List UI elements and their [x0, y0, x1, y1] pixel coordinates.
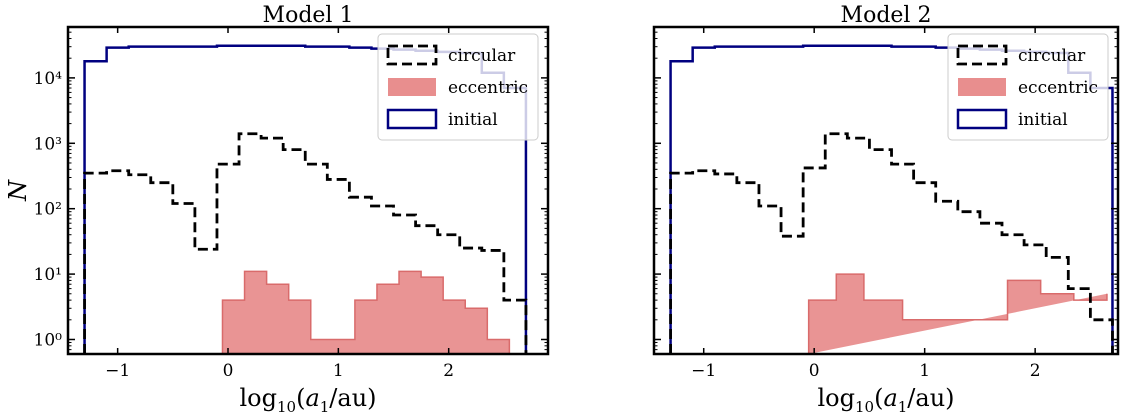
legend-box — [947, 33, 1109, 141]
model-1-panel: −1 0 1 2 10⁰ 10¹ 10² 10³ 10⁴ Model 1 log10(a1/au) N… — [4, 3, 550, 416]
legend-swatch-eccentric — [388, 78, 436, 96]
legend-swatch-eccentric — [958, 78, 1006, 96]
series-circular — [669, 132, 1114, 354]
legend-swatch-circular — [956, 44, 1008, 66]
legend-label-circular: circular — [1018, 46, 1086, 66]
legend: circular eccentric initial — [377, 33, 539, 141]
x-tick-label: −1 — [691, 361, 716, 381]
y-tick-label: 10⁰ — [34, 330, 63, 350]
chart-title: Model 1 — [263, 3, 354, 28]
legend-swatch-initial — [956, 108, 1008, 130]
legend-label-eccentric: eccentric — [448, 78, 528, 98]
x-tick-label: 0 — [223, 361, 234, 381]
legend: circular eccentric initial — [947, 33, 1109, 141]
axes-frame — [66, 25, 550, 356]
series-eccentric — [807, 273, 1108, 354]
x-tick-label: 0 — [809, 361, 820, 381]
legend-swatch-circular — [386, 44, 438, 66]
series-eccentric — [221, 270, 511, 354]
legend-label-eccentric: eccentric — [1018, 78, 1098, 98]
y-tick-label: 10³ — [34, 134, 62, 154]
x-axis-label: log10(a1/au) — [239, 384, 376, 416]
series-circular — [83, 132, 528, 354]
y-tick-label: 10⁴ — [34, 69, 63, 89]
y-axis-label: N — [4, 179, 32, 202]
x-tick-label: 1 — [333, 361, 344, 381]
x-tick-label: 2 — [1030, 361, 1041, 381]
x-tick-label: 1 — [919, 361, 930, 381]
x-tick-label: −1 — [105, 361, 130, 381]
axes-frame — [652, 25, 1120, 356]
legend-swatch-initial — [386, 108, 438, 130]
chart-title: Model 2 — [841, 3, 932, 28]
x-axis-label: log10(a1/au) — [817, 384, 954, 416]
legend-label-initial: initial — [448, 110, 498, 130]
y-tick-label: 10¹ — [34, 265, 62, 285]
legend-label-initial: initial — [1018, 110, 1068, 130]
x-tick-label: 2 — [443, 361, 454, 381]
legend-box — [377, 33, 539, 141]
y-tick-label: 10² — [34, 200, 62, 220]
legend-label-circular: circular — [448, 46, 516, 66]
model-2-panel: −1 0 1 2 Model 2 log10(a1/au) circular eccentri… — [652, 3, 1120, 416]
